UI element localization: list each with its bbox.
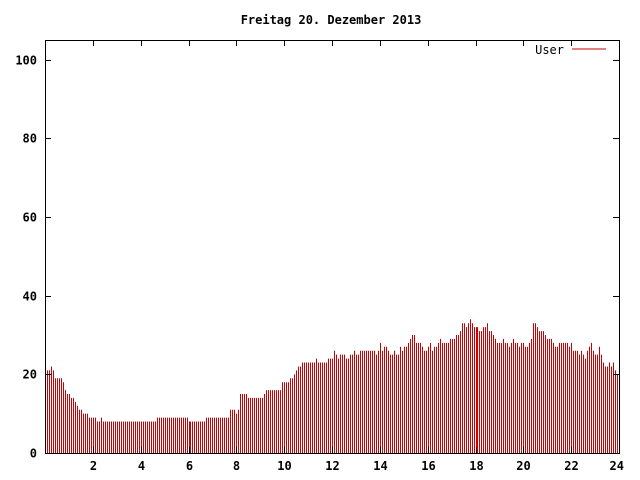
x-tick-label: 18 [469, 459, 483, 473]
x-tick-label: 12 [325, 459, 339, 473]
chart-title: Freitag 20. Dezember 2013 [241, 13, 422, 27]
y-tick-label: 100 [15, 54, 37, 68]
x-tick-label: 20 [516, 459, 530, 473]
x-tick-label: 24 [610, 459, 624, 473]
x-tick-label: 22 [564, 459, 578, 473]
y-tick-label: 60 [23, 211, 37, 225]
y-tick-label: 40 [23, 290, 37, 304]
x-tick-label: 2 [90, 459, 97, 473]
legend: User [535, 43, 606, 57]
legend-label: User [535, 43, 564, 57]
y-tick-label: 80 [23, 132, 37, 146]
x-tick-label: 14 [373, 459, 387, 473]
y-tick-label: 0 [30, 447, 37, 461]
y-tick-label: 20 [23, 368, 37, 382]
x-tick-label: 6 [186, 459, 193, 473]
x-tick-label: 10 [277, 459, 291, 473]
bar-series-user [45, 319, 618, 453]
x-tick-label: 4 [138, 459, 145, 473]
x-tick-label: 16 [421, 459, 435, 473]
x-tick-label: 8 [233, 459, 240, 473]
